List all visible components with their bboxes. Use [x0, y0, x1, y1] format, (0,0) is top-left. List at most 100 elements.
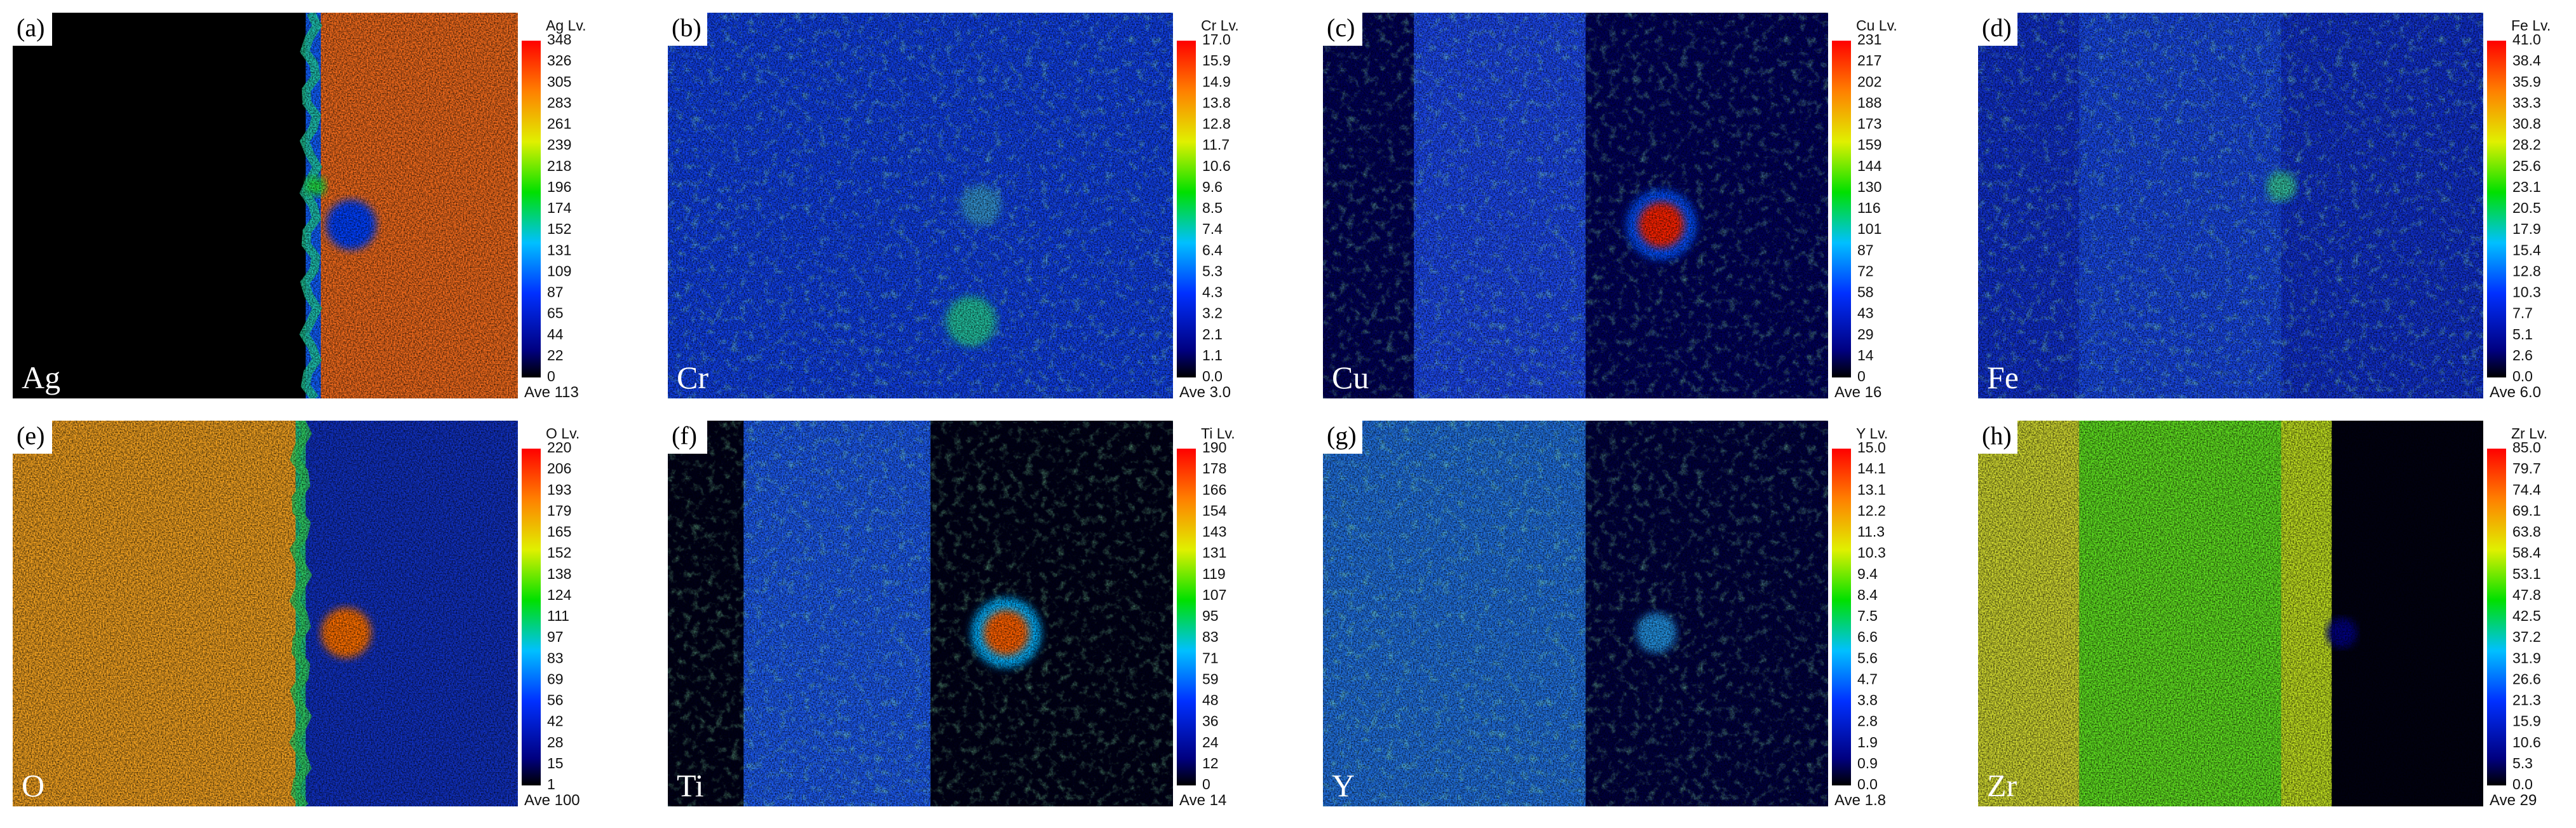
panel-label: (a): [17, 13, 44, 42]
scale-tick-label: 41.0: [2512, 31, 2541, 48]
scale-tick-label: 2.6: [2512, 347, 2533, 363]
element-map: [668, 421, 1173, 806]
scale-tick-label: 7.5: [1857, 607, 1878, 624]
scale-tick-label: 83: [1202, 628, 1219, 645]
scale-tick-label: 111: [547, 607, 569, 624]
scale-tick-label: 28.2: [2512, 137, 2541, 153]
scale-tick-label: 3.8: [1857, 692, 1878, 709]
scale-tick-label: 6.4: [1202, 241, 1223, 258]
scale-tick-label: 5.6: [1857, 649, 1878, 666]
panel-label-box: [668, 13, 707, 46]
scale-tick-label: 130: [1857, 179, 1881, 195]
scale-tick-label: 179: [547, 502, 571, 519]
panel-label-box: [13, 13, 52, 46]
scale-tick-label: 12: [1202, 755, 1219, 771]
panel: (g) Y Y Lv.15.0 14.1 13.1 12.2 11.3 10.3 9.4 8.4 7…: [1323, 421, 1888, 809]
scale-tick-label: 283: [547, 94, 571, 111]
scale-tick-label: 58.4: [2512, 545, 2541, 561]
panel-label-box: [1978, 421, 2017, 454]
scale-tick-label: 44: [547, 326, 564, 343]
scale-tick-label: 206: [547, 460, 571, 477]
scale-tick-label: 72: [1857, 262, 1874, 279]
scale-tick-label: 193: [547, 481, 571, 498]
scale-tick-label: 165: [547, 524, 571, 540]
scale-tick-label: 83: [547, 649, 564, 666]
colorbar: [1177, 449, 1196, 785]
scale-tick-label: 196: [547, 179, 571, 195]
scale-tick-label: 2.1: [1202, 326, 1223, 343]
scale-tick-label: 1: [547, 776, 555, 792]
scale-tick-label: 31.9: [2512, 649, 2541, 666]
scale-tick-label: 109: [547, 262, 571, 279]
scale-average: Ave 3.0: [1179, 384, 1231, 401]
scale-tick-label: 5.1: [2512, 326, 2533, 343]
scale-tick-label: 0.0: [2512, 368, 2533, 384]
scale-tick-label: 28: [547, 734, 564, 750]
panel-label: (f): [672, 421, 697, 450]
element-map: [1323, 13, 1828, 398]
scale-tick-label: 15.9: [2512, 713, 2541, 730]
scale-tick-label: 22: [547, 347, 564, 363]
scale-tick-label: 173: [1857, 116, 1881, 132]
scale-title: Ti Lv.: [1201, 425, 1235, 442]
panel-label: (g): [1327, 421, 1357, 450]
scale-title: Ag Lv.: [546, 17, 586, 34]
scale-tick-label: 14: [1857, 347, 1874, 363]
element-map: [668, 13, 1173, 398]
panel-label: (e): [17, 421, 44, 450]
scale-title: Cr Lv.: [1201, 17, 1239, 34]
panel-label: (b): [672, 13, 702, 42]
element-label: Cr: [677, 360, 708, 395]
scale-tick-label: 97: [547, 628, 564, 645]
colorbar: [1832, 41, 1851, 377]
colorbar: [2487, 449, 2506, 785]
scale-title: Y Lv.: [1856, 425, 1888, 442]
scale-tick-label: 131: [1202, 545, 1226, 561]
scale-tick-label: 8.4: [1857, 587, 1878, 603]
scale-tick-label: 87: [1857, 241, 1874, 258]
scale-tick-label: 154: [1202, 502, 1227, 519]
scale-tick-label: 69.1: [2512, 502, 2541, 519]
scale-tick-label: 59: [1202, 670, 1219, 687]
scale-title: Zr Lv.: [2511, 425, 2547, 442]
scale-tick-label: 1.9: [1857, 734, 1878, 750]
scale-tick-label: 305: [547, 73, 571, 90]
scale-tick-label: 131: [547, 241, 571, 258]
scale-tick-label: 58: [1857, 284, 1874, 301]
scale-tick-label: 17.9: [2512, 221, 2541, 237]
colorbar: [1177, 41, 1196, 377]
scale-tick-label: 231: [1857, 31, 1881, 48]
colorbar: [2487, 41, 2506, 377]
scale-tick-label: 42: [547, 713, 564, 730]
element-label: Ti: [677, 768, 704, 803]
map-noise: [1978, 421, 2483, 806]
panel-label: (c): [1327, 13, 1355, 42]
element-map: [13, 421, 518, 806]
scale-tick-label: 5.3: [1202, 262, 1223, 279]
panel-label-box: [1323, 13, 1362, 46]
scale-tick-label: 1.1: [1202, 347, 1223, 363]
scale-tick-label: 42.5: [2512, 607, 2541, 624]
map-noise: [1323, 13, 1828, 398]
scale-tick-label: 9.4: [1857, 566, 1878, 582]
scale-tick-label: 188: [1857, 94, 1881, 111]
scale-tick-label: 87: [547, 284, 564, 301]
scale-tick-label: 218: [547, 158, 571, 174]
scale-average: Ave 14: [1179, 792, 1226, 809]
element-map: [1978, 421, 2483, 806]
scale-tick-label: 95: [1202, 607, 1219, 624]
scale-tick-label: 0: [547, 368, 555, 384]
scale-tick-label: 5.3: [2512, 755, 2533, 771]
scale-tick-label: 166: [1202, 481, 1226, 498]
scale-average: Ave 29: [2490, 792, 2537, 809]
panel-label-box: [13, 421, 52, 454]
scale-tick-label: 3.2: [1202, 305, 1223, 322]
element-map: [1978, 13, 2483, 398]
scale-tick-label: 69: [547, 670, 564, 687]
scale-tick-label: 12.8: [1202, 116, 1231, 132]
scale-tick-label: 17.0: [1202, 31, 1231, 48]
scale-tick-label: 15.4: [2512, 241, 2541, 258]
scale-average: Ave 100: [524, 792, 580, 809]
map-noise: [668, 13, 1173, 398]
scale-tick-label: 138: [547, 566, 571, 582]
